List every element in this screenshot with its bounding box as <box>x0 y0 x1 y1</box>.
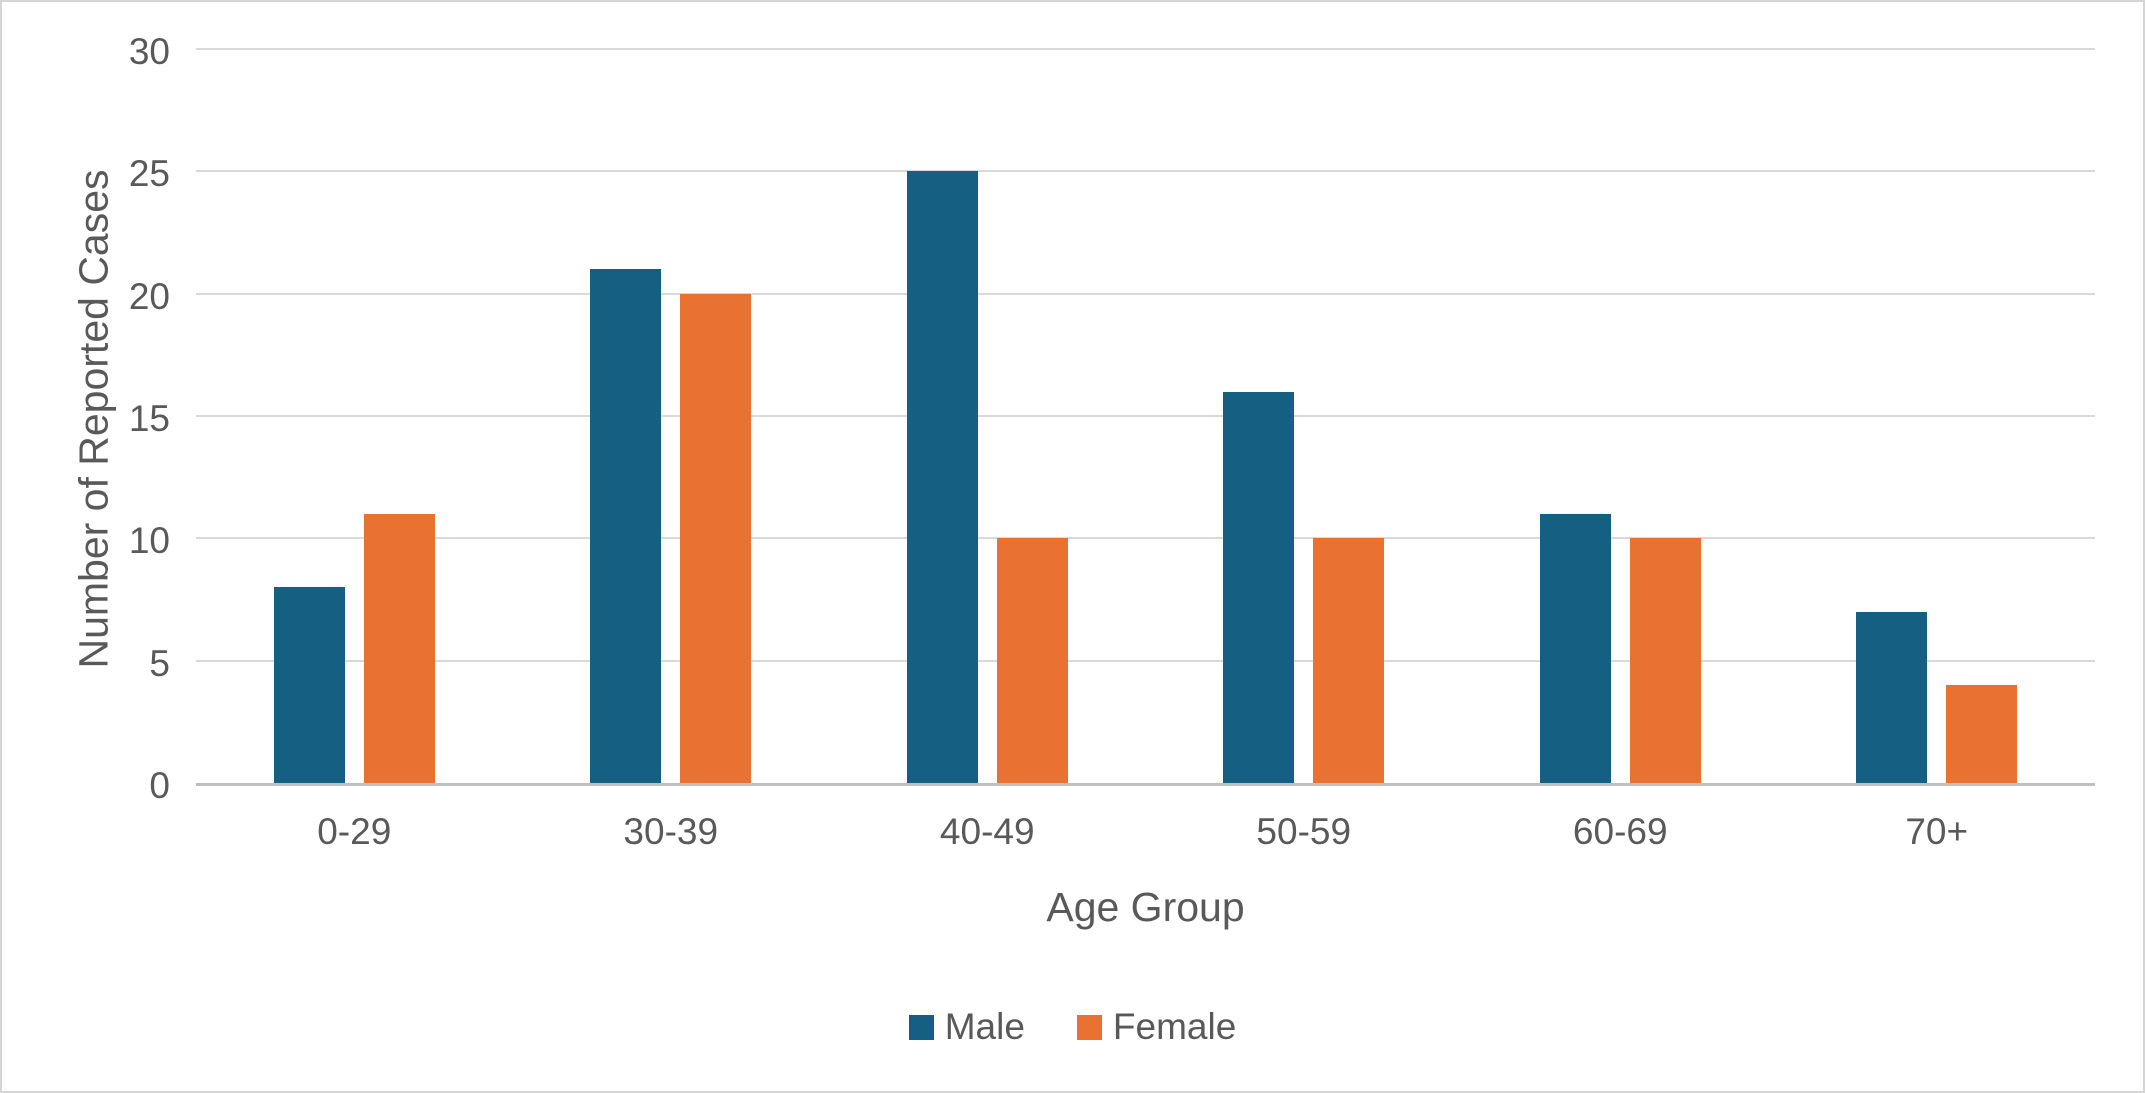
y-tick-label-20: 20 <box>128 275 170 317</box>
x-tick-label-50-59: 50-59 <box>1256 811 1352 852</box>
legend-swatch-female <box>1076 1014 1102 1040</box>
legend-item-male: Male <box>908 1005 1025 1049</box>
gridline-30 <box>196 48 2095 50</box>
gridline-10 <box>196 537 2095 540</box>
legend-swatch-male <box>908 1014 934 1040</box>
y-tick-label-25: 25 <box>128 153 170 195</box>
bar-male-0-29 <box>273 587 345 783</box>
gridline-15 <box>196 415 2095 417</box>
x-tick-label-40-49: 40-49 <box>939 811 1035 852</box>
x-axis-title: Age Group <box>1046 884 1245 930</box>
x-axis-tick-labels: 0-29 30-39 40-49 50-59 60-69 70+ <box>196 808 2095 856</box>
y-tick-label-15: 15 <box>128 398 170 439</box>
y-axis-tick-labels: 0 5 10 15 20 25 30 <box>2 31 170 806</box>
gridline-20 <box>196 292 2095 295</box>
plot-area <box>196 48 2095 786</box>
legend: Male Female <box>2 1000 2143 1054</box>
bar-female-30-39 <box>680 293 752 783</box>
x-tick-label-0-29: 0-29 <box>317 811 392 852</box>
y-tick-label-10: 10 <box>128 520 170 562</box>
bar-female-70+ <box>1946 685 2018 783</box>
x-tick-label-60-69: 60-69 <box>1572 811 1668 852</box>
y-tick-label-0: 0 <box>149 765 170 806</box>
bar-male-30-39 <box>590 269 662 783</box>
bar-female-0-29 <box>363 513 435 783</box>
bar-male-60-69 <box>1539 513 1611 783</box>
y-tick-label-30: 30 <box>128 31 170 72</box>
legend-item-female: Female <box>1076 1005 1237 1049</box>
bar-male-40-49 <box>906 171 978 783</box>
gridline-25 <box>196 170 2095 173</box>
bar-male-70+ <box>1856 611 1928 783</box>
bar-male-50-59 <box>1223 391 1295 783</box>
legend-label-male: Male <box>944 1006 1025 1047</box>
legend-label-female: Female <box>1112 1006 1237 1047</box>
gridline-5 <box>196 659 2095 662</box>
x-tick-label-30-39: 30-39 <box>623 811 719 852</box>
bar-female-40-49 <box>996 538 1068 783</box>
y-tick-label-5: 5 <box>149 642 170 684</box>
x-tick-label-70+: 70+ <box>1905 811 1969 852</box>
bar-female-50-59 <box>1313 538 1385 783</box>
bar-female-60-69 <box>1629 538 1701 783</box>
